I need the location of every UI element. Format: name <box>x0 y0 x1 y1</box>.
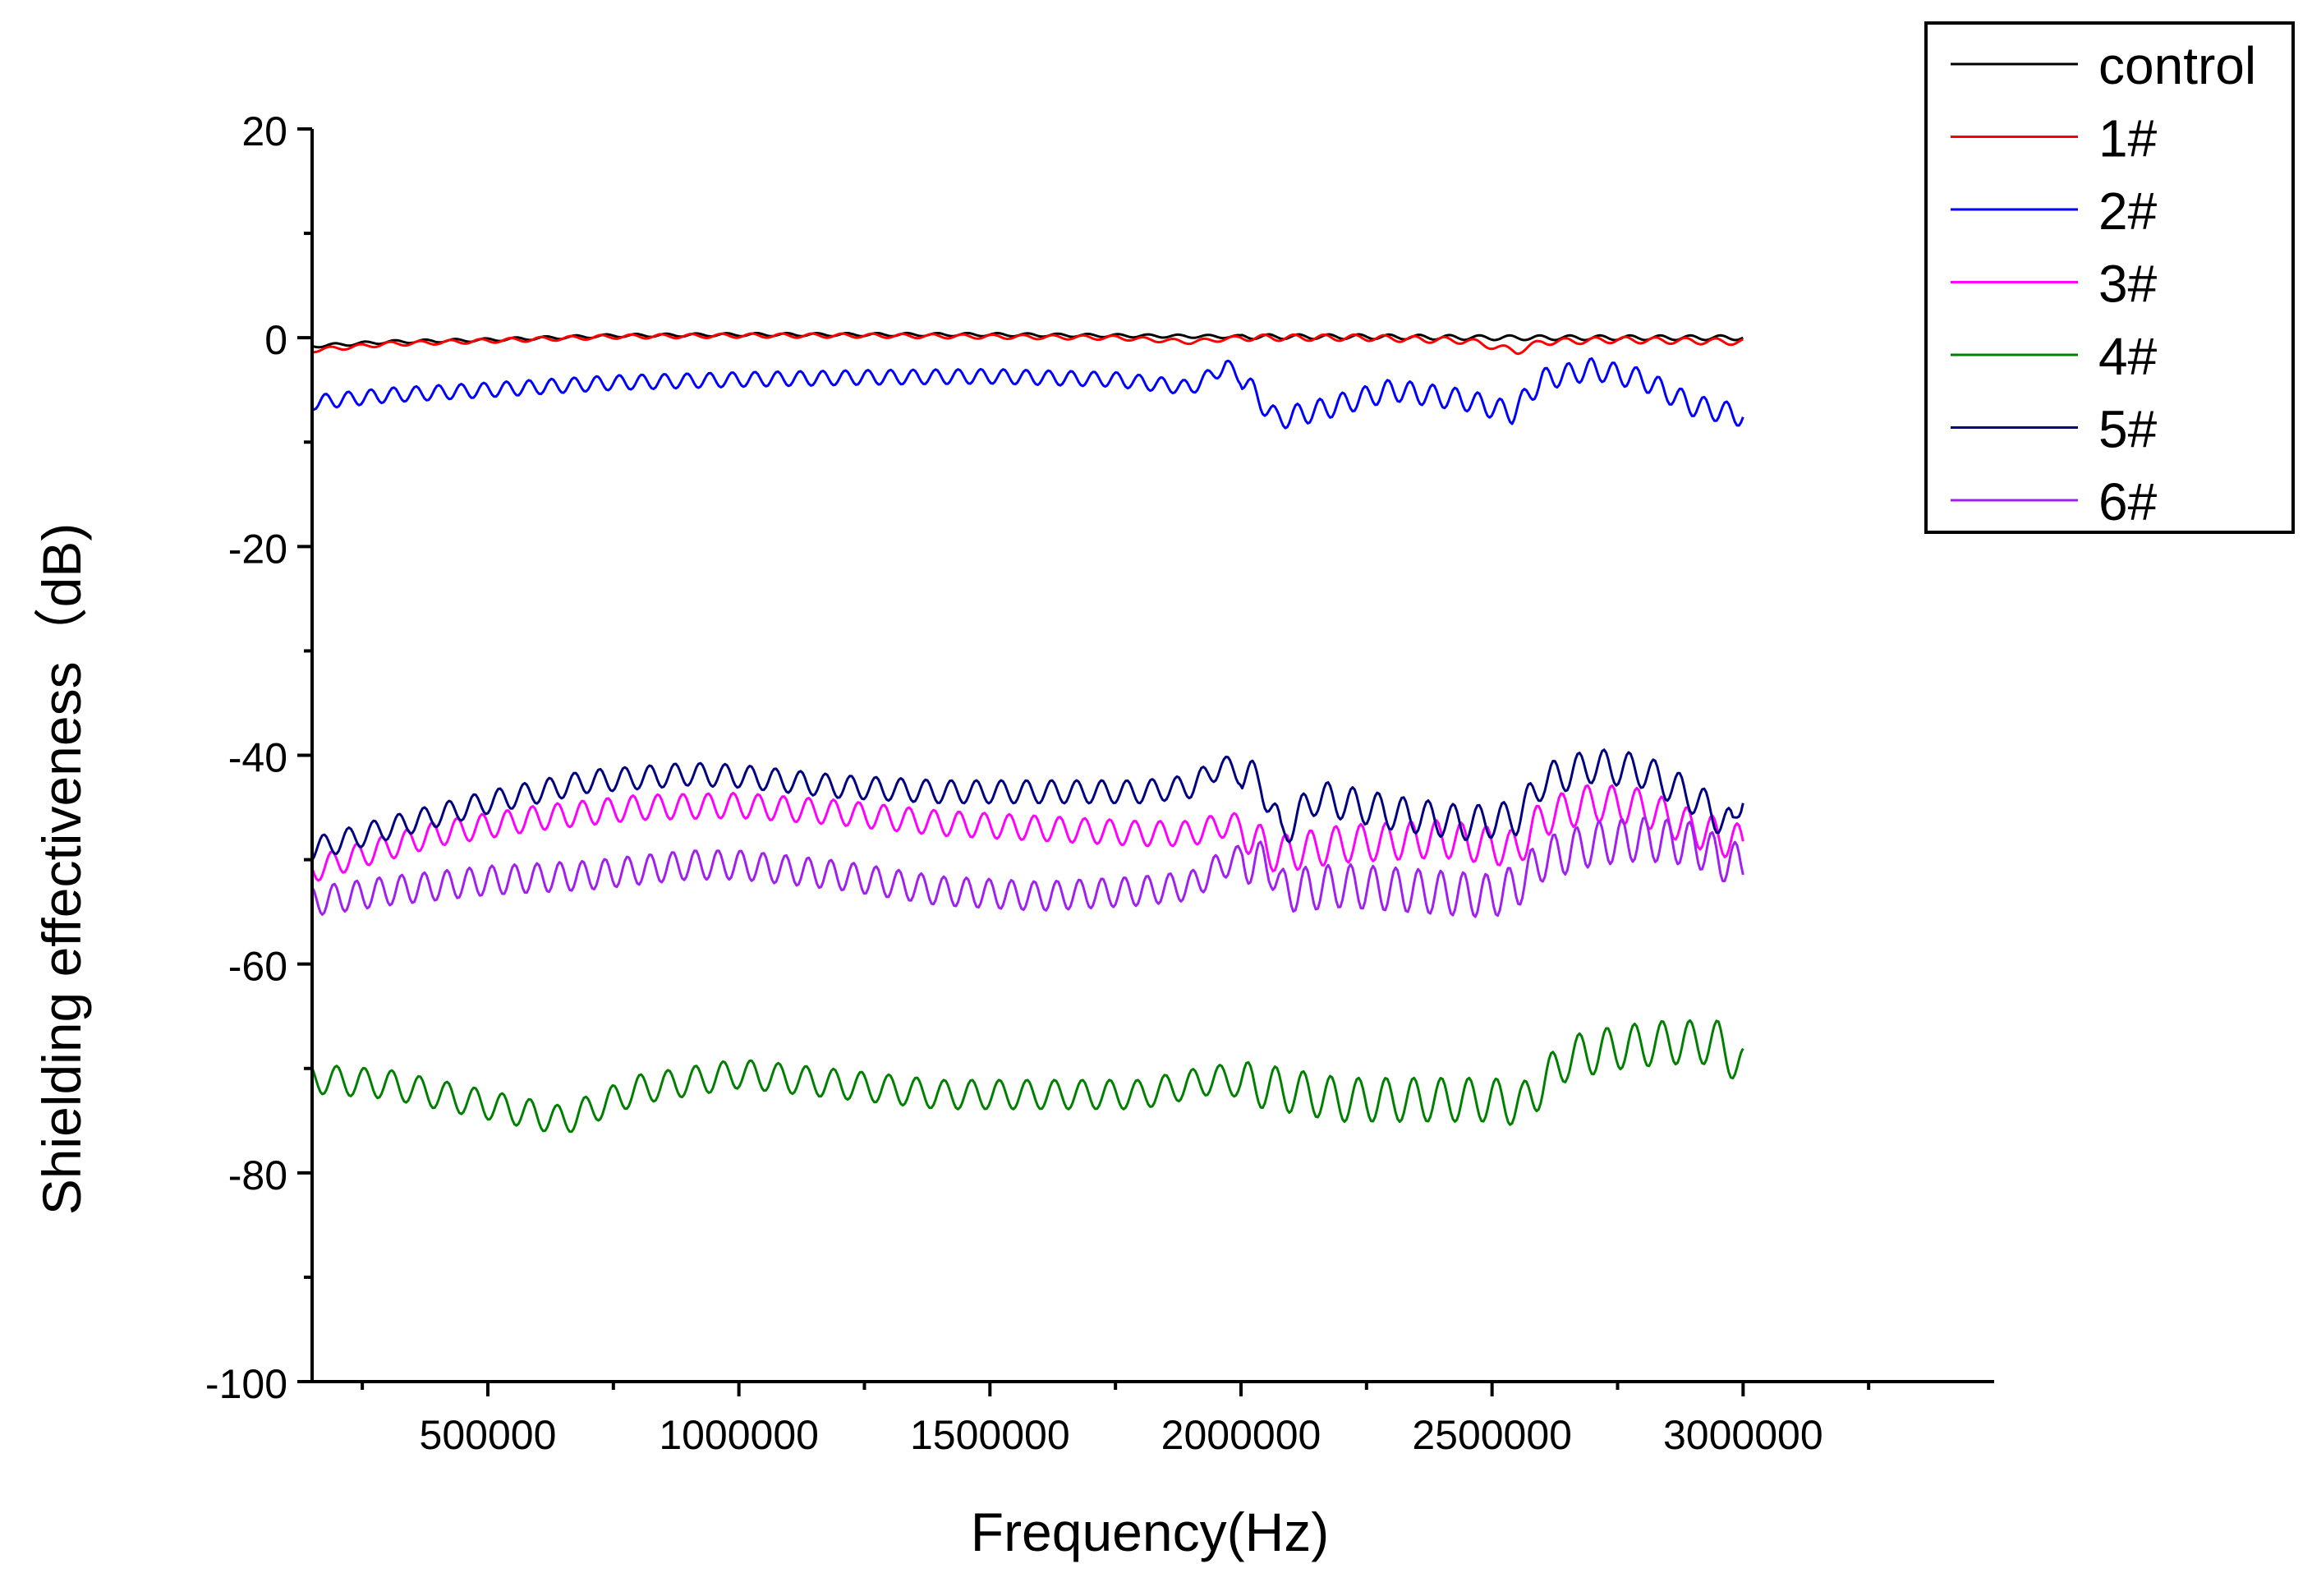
x-tick-label: 3000000 <box>1663 1412 1823 1458</box>
legend-box <box>1924 21 2295 534</box>
x-tick-label: 2000000 <box>1161 1412 1321 1458</box>
y-tick-label: -100 <box>205 1361 287 1407</box>
legend-label: 5# <box>2098 400 2158 459</box>
y-tick-label: -60 <box>228 944 287 990</box>
legend-label: 2# <box>2098 182 2158 241</box>
axes-layer: 20 0 -20 -40 -60 -80 -100 500000 1000000 1500000 2… <box>205 108 1994 1458</box>
x-tick-label: 1500000 <box>910 1412 1070 1458</box>
series-line-3 <box>311 357 1744 430</box>
x-tick-label: 1000000 <box>659 1412 819 1458</box>
y-tick-label: -40 <box>228 735 287 781</box>
y-axis-label: Shielding effectiveness（dB) <box>31 523 92 1216</box>
y-tick-label: 0 <box>264 317 287 363</box>
series-line-2 <box>311 332 1744 356</box>
series-line-4 <box>310 784 1744 882</box>
legend-label: 3# <box>2098 255 2158 314</box>
series-line-5 <box>310 1019 1744 1134</box>
x-tick-label: 500000 <box>420 1412 557 1458</box>
legend-label: control <box>2098 36 2256 95</box>
x-axis-label: Frequency(Hz) <box>971 1502 1329 1562</box>
legend-label: 4# <box>2098 327 2158 386</box>
series-line-1 <box>311 331 1744 349</box>
legend-label: 6# <box>2098 472 2158 531</box>
y-tick-label: 20 <box>241 108 287 154</box>
legend: control 1# 2# 3# 4# 5# 6# <box>1924 21 2295 534</box>
y-tick-label: -20 <box>228 526 287 572</box>
legend-label: 1# <box>2098 109 2158 168</box>
series-line-7 <box>310 816 1744 918</box>
series-line-6 <box>310 748 1744 862</box>
y-tick-label: -80 <box>228 1152 287 1198</box>
series-layer <box>310 331 1744 1134</box>
x-tick-label: 2500000 <box>1412 1412 1572 1458</box>
